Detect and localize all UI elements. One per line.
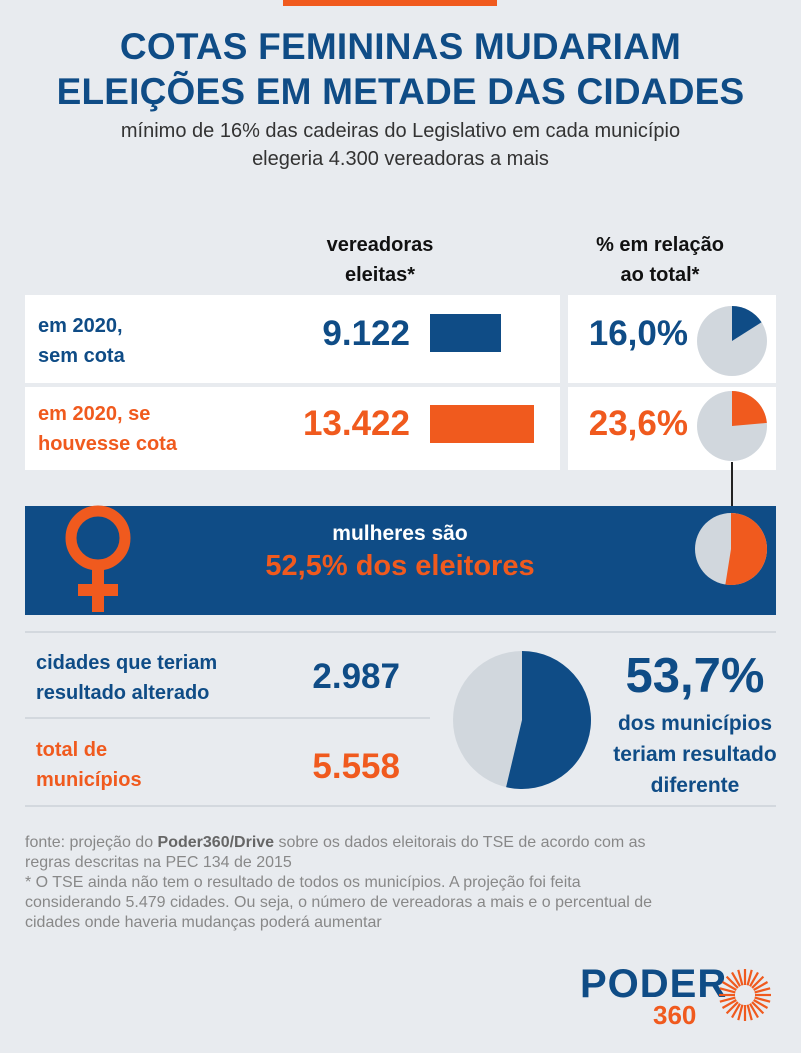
page-title: COTAS FEMININAS MUDARIAM ELEIÇÕES EM MET… <box>0 24 801 114</box>
cities-description-line2: teriam resultado <box>613 743 777 766</box>
column-header-count-line1: vereadoras <box>326 234 434 256</box>
sunburst-ray <box>751 975 765 989</box>
logo-sub: 360 <box>653 1000 697 1030</box>
footer-line-2: regras descritas na PEC 134 de 2015 <box>25 854 292 871</box>
cities-divider-bottom <box>25 805 776 807</box>
pie-cities <box>453 651 591 789</box>
row-label-no-quota: em 2020, sem cota <box>38 311 125 371</box>
footer-line-5: cidades onde haveria mudanças poderá aum… <box>25 914 382 931</box>
sunburst-ray <box>746 969 753 986</box>
sunburst-ray <box>749 971 759 987</box>
sunburst-ray <box>721 999 737 1009</box>
column-header-percent-line1: % em relação <box>596 234 724 256</box>
sunburst-ray <box>731 971 741 987</box>
pie-no-quota <box>697 306 767 376</box>
sunburst-ray <box>737 969 744 986</box>
footer-notes: fonte: projeção do Poder360/Drive sobre … <box>25 833 765 933</box>
voters-band <box>25 506 776 615</box>
bar-with-quota <box>430 405 534 443</box>
row-label-no-quota-line2: sem cota <box>38 345 125 367</box>
footer-source-name: Poder360/Drive <box>157 834 275 851</box>
sunburst-ray <box>737 1004 744 1021</box>
cities-description-line1: dos municípios <box>617 712 772 735</box>
sunburst-ray <box>725 1001 739 1015</box>
sunburst-ray <box>731 1003 741 1019</box>
sunburst-ray <box>753 981 769 991</box>
sunburst-ray <box>721 981 737 991</box>
footer-line-4: considerando 5.479 cidades. Ou seja, o n… <box>25 894 653 911</box>
row-label-changed-cities: cidades que teriam resultado alterado <box>36 648 217 708</box>
value-with-quota: 13.422 <box>302 404 410 443</box>
pie-voters <box>695 513 767 585</box>
sunburst-ray <box>754 996 771 1003</box>
footer-source-suffix: sobre os dados eleitorais do TSE de acor… <box>274 834 646 851</box>
column-header-percent-line2: ao total* <box>620 264 700 286</box>
column-header-count: vereadoras eleitas* <box>290 230 470 290</box>
cities-description-line3: diferente <box>650 774 740 797</box>
subtitle-line-2: elegeria 4.300 vereadoras a mais <box>252 148 549 170</box>
column-header-percent: % em relação ao total* <box>570 230 750 290</box>
row-label-with-quota: em 2020, se houvesse cota <box>38 399 177 459</box>
title-line-2: ELEIÇÕES EM METADE DAS CIDADES <box>56 71 745 112</box>
footer-source-line: fonte: projeção do Poder360/Drive sobre … <box>25 833 765 853</box>
row-label-total-cities-line2: municípios <box>36 769 142 791</box>
row-label-with-quota-line2: houvesse cota <box>38 433 177 455</box>
sunburst-ray <box>754 987 771 994</box>
row-label-changed-cities-line1: cidades que teriam <box>36 652 218 674</box>
pie-slice <box>732 391 767 426</box>
sunburst-ray <box>719 987 736 994</box>
female-symbol-icon <box>65 505 131 612</box>
pie-slice <box>725 513 767 585</box>
connector-line <box>731 462 733 507</box>
row-label-total-cities: total de municípios <box>36 735 142 795</box>
value-no-quota: 9.122 <box>322 314 410 353</box>
row-label-changed-cities-line2: resultado alterado <box>36 682 210 704</box>
pie-slice <box>732 306 762 341</box>
logo-name: PODER <box>580 962 728 1006</box>
row-label-with-quota-line1: em 2020, se <box>38 403 151 425</box>
percent-with-quota: 23,6% <box>588 404 688 443</box>
footer-source-prefix: fonte: projeção do <box>25 834 158 851</box>
percent-no-quota: 16,0% <box>588 314 688 353</box>
sunburst-ray <box>725 975 739 989</box>
value-total-cities: 5.558 <box>312 747 400 786</box>
sunburst-logo-icon <box>719 969 771 1021</box>
cities-percent: 53,7% <box>625 649 765 703</box>
cities-description: dos municípios teriam resultado diferent… <box>595 708 795 801</box>
band-text-line2: 52,5% dos eleitores <box>265 550 535 582</box>
footer-line-3: * O TSE ainda não tem o resultado de tod… <box>25 874 581 891</box>
pie-slice <box>506 651 591 789</box>
pie-with-quota <box>697 391 767 461</box>
value-changed-cities: 2.987 <box>312 657 400 696</box>
band-text-line1: mulheres são <box>332 522 468 545</box>
sunburst-ray <box>751 1001 765 1015</box>
sunburst-ray <box>719 996 736 1003</box>
subtitle-line-1: mínimo de 16% das cadeiras do Legislativ… <box>120 120 681 142</box>
title-line-1: COTAS FEMININAS MUDARIAM <box>119 26 682 67</box>
sunburst-ray <box>753 999 769 1009</box>
row-label-total-cities-line1: total de <box>36 739 108 761</box>
row-label-no-quota-line1: em 2020, <box>38 315 123 337</box>
cities-divider-mid <box>25 717 430 719</box>
column-header-count-line2: eleitas* <box>344 264 416 286</box>
cities-divider-top <box>25 631 776 633</box>
page-subtitle: mínimo de 16% das cadeiras do Legislativ… <box>0 117 801 173</box>
sunburst-ray <box>749 1003 759 1019</box>
bar-no-quota <box>430 314 501 352</box>
poder360-logo: PODER 360 <box>580 962 780 1042</box>
top-accent-bar <box>283 0 497 6</box>
sunburst-ray <box>746 1004 753 1021</box>
